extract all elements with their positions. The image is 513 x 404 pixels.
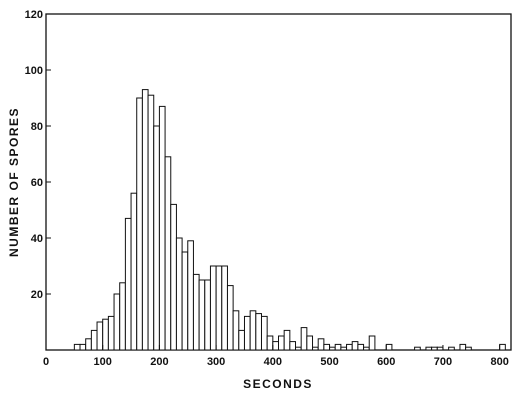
histogram-bar [85,338,92,351]
histogram-bar [226,285,234,351]
histogram-bar [436,346,444,351]
histogram-bar [102,318,109,351]
histogram-bar [164,156,172,351]
histogram-bar [448,346,455,351]
histogram-bar [113,293,121,351]
histogram-bar [124,217,132,351]
histogram-bar [459,343,467,351]
histogram-bar [238,329,245,351]
histogram-bar [312,346,319,351]
histogram-bar [368,335,376,351]
histogram-bar [266,335,274,351]
histogram-bar [147,94,155,351]
x-tick-label: 200 [150,356,168,368]
histogram-bar [79,343,87,351]
histogram-bar [209,265,217,351]
histogram-bar [357,343,365,351]
y-tick-label: 60 [31,177,43,189]
histogram-bar [346,343,353,351]
histogram-bar [499,343,506,351]
x-tick-label: 300 [207,356,225,368]
x-tick-label: 100 [94,356,112,368]
y-tick-label: 20 [31,289,43,301]
x-tick-label: 0 [43,356,49,368]
histogram-bar [130,192,138,351]
histogram-bar [329,346,336,351]
histogram-bar [204,279,211,351]
y-axis-label: NUMBER OF SPORES [7,107,21,257]
histogram-bar [295,346,302,351]
histogram-bar [334,343,342,351]
histogram-bar [283,329,291,351]
x-tick-label: 600 [377,356,395,368]
y-tick-label: 100 [25,65,43,77]
histogram-bar [340,346,348,351]
x-tick-label: 400 [264,356,282,368]
x-tick-label: 800 [490,356,508,368]
histogram-bar [175,237,183,351]
x-axis-label: SECONDS [243,377,313,391]
y-axis-ticks: 20 40 60 80 100 120 [25,9,51,351]
histogram-bar [260,315,268,351]
histogram-bar [181,251,189,351]
histogram-bar [278,335,285,351]
histogram-bar [272,341,279,351]
histogram-bar [141,89,149,351]
histogram-bar [255,313,262,351]
histogram-bar [431,346,438,351]
histogram-bar [243,315,251,351]
histogram-bar [425,346,433,351]
histogram-bar [90,329,98,351]
histogram-bars [73,89,506,351]
histogram-bar [232,310,240,351]
histogram-bar [300,327,308,351]
histogram-bar [153,125,160,351]
histogram-bar [96,321,104,351]
histogram-bar [306,335,314,351]
x-axis-ticks: 0 100 200 300 400 500 600 700 800 [43,345,509,368]
histogram-bar [136,97,143,351]
histogram-bar [158,105,166,351]
histogram-bar [363,346,370,351]
y-tick-label: 120 [25,9,43,21]
histogram-bar [351,341,359,351]
histogram-bar [107,315,115,351]
histogram-bar [198,279,206,351]
histogram-bar [221,265,228,351]
histogram-bar [73,343,81,351]
histogram-bar [385,343,393,351]
histogram-bar [119,282,126,351]
x-tick-label: 700 [434,356,452,368]
histogram-bar [187,240,194,351]
histogram-bar [323,343,331,351]
histogram-bar [170,203,177,351]
histogram-bar [414,346,421,351]
histogram-bar [465,346,472,351]
y-tick-label: 80 [31,121,43,133]
histogram-bar [317,338,325,351]
histogram-bar [215,265,223,351]
y-tick-label: 40 [31,233,43,245]
x-tick-label: 500 [320,356,338,368]
histogram-bar [249,310,257,351]
histogram-bar [192,273,200,351]
histogram-bar [289,341,297,351]
